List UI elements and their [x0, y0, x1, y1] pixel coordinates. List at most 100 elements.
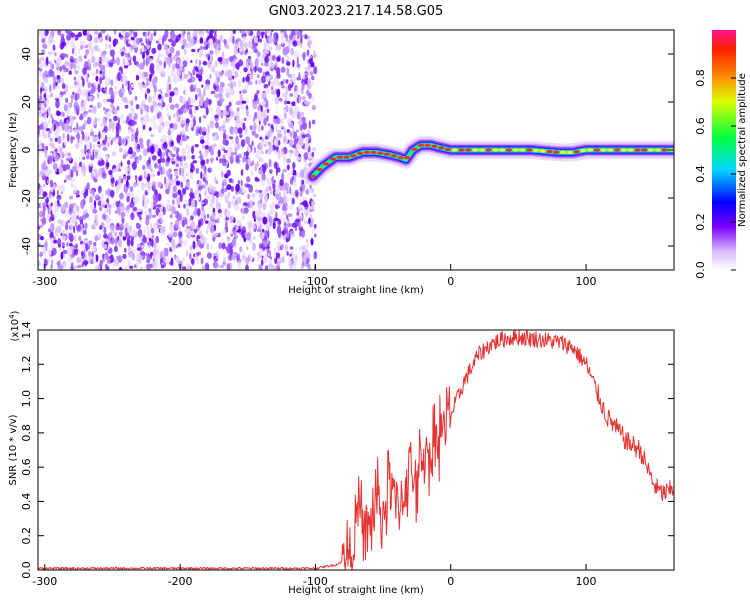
- noise-speck: [87, 116, 92, 125]
- noise-speck: [225, 44, 230, 50]
- noise-speck: [226, 184, 232, 191]
- noise-speck: [49, 49, 55, 55]
- noise-speck: [57, 244, 61, 248]
- noise-speck: [148, 127, 152, 132]
- noise-speck: [187, 78, 193, 83]
- noise-speck: [282, 92, 286, 98]
- noise-speck: [163, 61, 166, 69]
- noise-speck: [200, 139, 205, 144]
- noise-speck: [274, 217, 280, 222]
- noise-speck: [85, 244, 91, 250]
- noise-speck: [133, 142, 138, 150]
- noise-speck: [283, 30, 287, 36]
- noise-speck: [217, 57, 223, 62]
- noise-speck: [154, 162, 158, 169]
- noise-speck: [65, 150, 69, 159]
- noise-speck: [204, 101, 209, 108]
- noise-speck: [93, 116, 98, 126]
- noise-speck: [124, 227, 128, 237]
- noise-speck: [120, 178, 124, 184]
- noise-speck: [115, 200, 119, 208]
- snr-y-tick-label: 1.4: [20, 321, 33, 339]
- noise-speck: [250, 171, 254, 176]
- ridge-peak: [641, 148, 648, 152]
- noise-speck: [141, 45, 145, 53]
- noise-speck: [262, 71, 266, 76]
- noise-speck: [286, 205, 290, 209]
- noise-speck: [69, 62, 75, 68]
- noise-speck: [144, 252, 149, 257]
- noise-speck: [142, 184, 145, 191]
- noise-speck: [115, 128, 120, 137]
- noise-speck: [80, 240, 84, 245]
- noise-speck: [45, 170, 51, 177]
- noise-speck: [129, 201, 135, 208]
- noise-speck: [246, 232, 251, 241]
- noise-speck: [38, 123, 45, 130]
- noise-speck: [159, 151, 163, 161]
- noise-speck: [132, 206, 138, 212]
- noise-speck: [158, 163, 162, 172]
- noise-speck: [288, 151, 293, 158]
- noise-speck: [262, 203, 267, 210]
- noise-speck: [190, 60, 193, 63]
- noise-speck: [60, 191, 63, 195]
- noise-speck: [250, 74, 256, 79]
- noise-speck: [131, 236, 135, 240]
- noise-speck: [62, 262, 67, 270]
- noise-speck: [153, 200, 157, 207]
- noise-speck: [171, 40, 176, 47]
- noise-speck: [288, 83, 292, 92]
- noise-speck: [271, 265, 275, 270]
- noise-speck: [219, 34, 224, 43]
- noise-speck: [293, 138, 299, 145]
- noise-speck: [136, 157, 140, 164]
- noise-speck: [123, 186, 129, 193]
- noise-speck: [86, 30, 91, 35]
- noise-speck: [144, 104, 150, 112]
- noise-speck: [68, 70, 72, 75]
- noise-speck: [287, 257, 291, 265]
- noise-speck: [66, 242, 69, 247]
- noise-speck: [236, 253, 241, 261]
- spectrogram-y-ticks: -40 -20 0 20 40: [20, 47, 674, 255]
- noise-speck: [150, 32, 153, 41]
- noise-speck: [180, 155, 184, 161]
- noise-speck: [277, 43, 281, 51]
- noise-speck: [168, 96, 173, 104]
- noise-speck: [140, 266, 143, 270]
- noise-speck: [117, 255, 123, 263]
- noise-speck: [112, 120, 115, 127]
- noise-speck: [88, 166, 93, 173]
- noise-speck: [285, 244, 288, 253]
- noise-speck: [176, 214, 182, 222]
- noise-speck: [61, 220, 66, 228]
- noise-speck: [73, 84, 78, 88]
- noise-speck: [41, 49, 46, 55]
- noise-speck: [205, 53, 210, 58]
- noise-speck: [300, 35, 303, 44]
- noise-speck: [265, 176, 270, 183]
- ridge-peak: [316, 167, 323, 172]
- ridge-peak: [329, 157, 337, 161]
- noise-speck: [265, 136, 269, 140]
- noise-speck: [172, 199, 175, 206]
- noise-speck: [63, 179, 66, 183]
- noise-speck: [119, 223, 124, 231]
- noise-speck: [155, 262, 160, 267]
- noise-speck: [240, 169, 244, 176]
- noise-speck: [141, 89, 144, 93]
- noise-speck: [200, 257, 204, 265]
- noise-speck: [57, 135, 62, 145]
- noise-speck: [41, 30, 45, 39]
- noise-speck: [128, 246, 132, 254]
- noise-speck: [162, 206, 166, 216]
- noise-speck: [93, 178, 98, 183]
- noise-speck: [52, 82, 56, 90]
- noise-speck: [313, 49, 316, 58]
- noise-speck: [296, 56, 299, 66]
- noise-speck: [188, 109, 193, 115]
- noise-speck: [86, 182, 90, 190]
- ridge-peak: [580, 148, 587, 153]
- noise-speck: [49, 193, 54, 201]
